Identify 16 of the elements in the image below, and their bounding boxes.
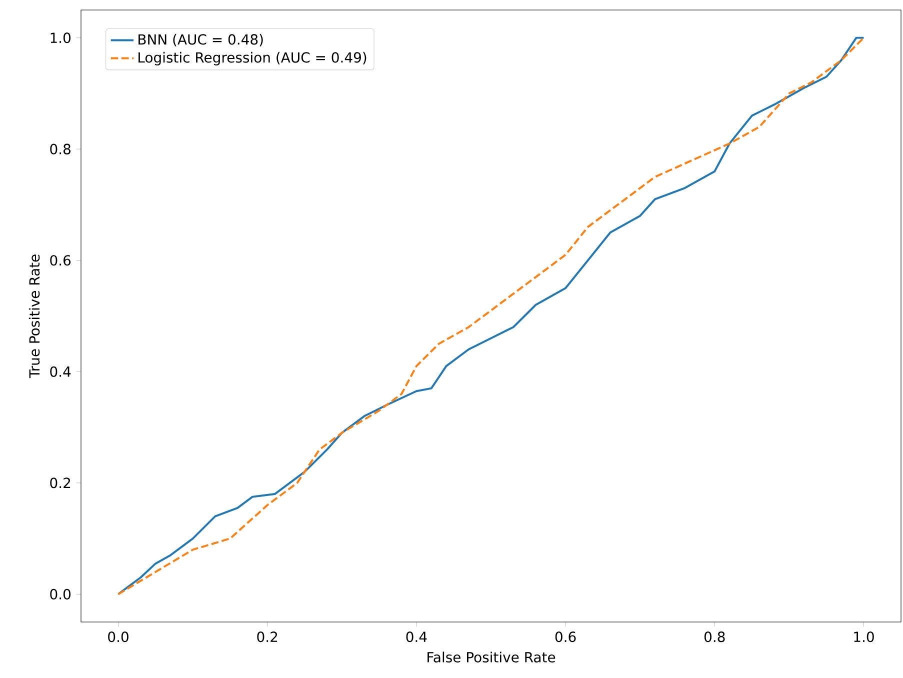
y-tick-label: 0.2 [50,478,70,488]
x-tick-label: 0.8 [704,632,725,642]
y-tick-label: 0.8 [50,144,70,154]
y-tick-label: 1.0 [50,32,70,44]
legend-label: Logistic Regression (AUC = 0.49) [138,52,366,66]
y-axis-title: True Positive Rate [28,254,40,378]
legend-label: BNN (AUC = 0.48) [138,34,263,46]
x-tick-label: 0.4 [406,632,427,642]
x-tick-label: 0.6 [555,632,576,642]
x-tick-label: 0.0 [108,632,128,642]
x-axis-title: False Positive Rate [428,652,556,662]
x-tick-label: 0.2 [257,632,278,642]
y-tick-label: 0.4 [50,366,71,377]
y-tick-label: 0.6 [50,255,71,266]
x-tick-label: 1.0 [854,632,874,642]
y-tick-label: 0.0 [50,588,70,600]
